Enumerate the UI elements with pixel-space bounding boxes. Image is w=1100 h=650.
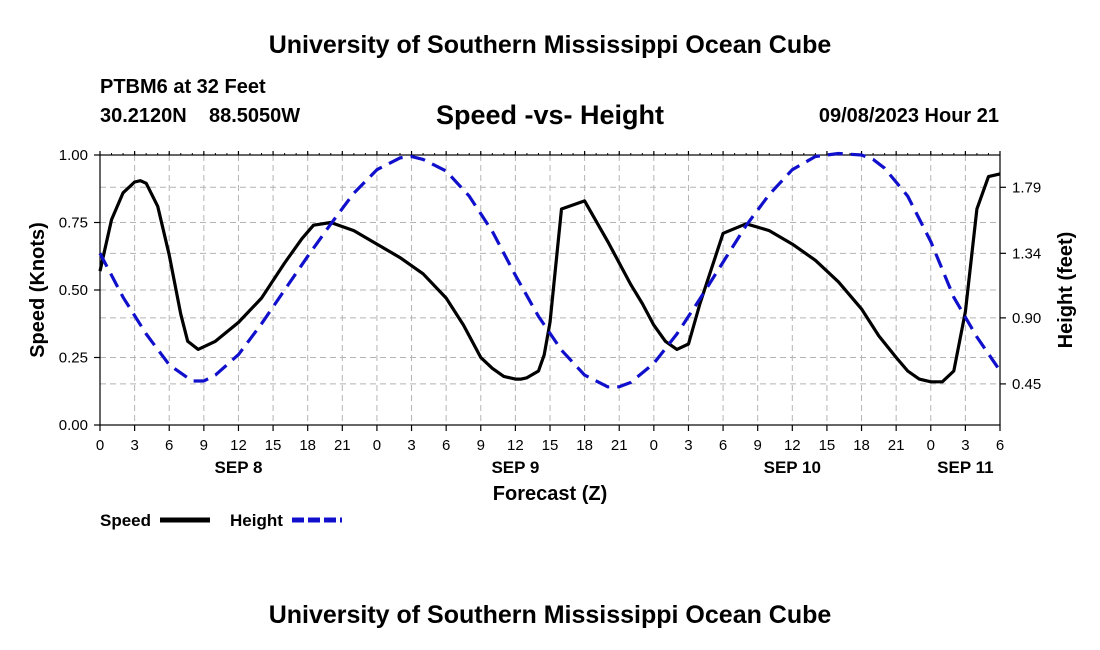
x-tick-label: 0 [927,437,935,454]
x-tick-label: 6 [719,437,727,454]
x-tick-label: 15 [542,437,559,454]
chart-legend: Speed Height [100,511,342,530]
x-tick-label: 0 [373,437,381,454]
x-tick-label: 0 [96,437,104,454]
y2-tick-label: 1.79 [1012,179,1041,196]
x-tick-label: 3 [407,437,415,454]
x-tick-label: 12 [507,437,524,454]
speed-height-chart: 0 3 6 9 12 15 18 21 0 3 6 9 12 15 18 21 0 3 6 9 12 15 18 21 0 3 6 0… [27,147,1077,530]
x-tick-label: 3 [961,437,969,454]
x-tick-label: 6 [442,437,450,454]
x-tick-label: 15 [265,437,282,454]
x-tick-label: 3 [684,437,692,454]
legend-label-height: Height [230,511,283,530]
x-tick-label: 3 [130,437,138,454]
y-axis-label: Speed (Knots) [27,222,49,358]
page-title: University of Southern Mississippi Ocean… [268,31,832,59]
x-tick-label: 21 [334,437,351,454]
x-tick-label: 12 [230,437,247,454]
station-longitude: 88.5050W [209,105,301,127]
x-tick-label: 6 [165,437,173,454]
x-tick-label: 15 [819,437,836,454]
station-latitude: 30.2120N [100,105,187,127]
forecast-timestamp: 09/08/2023 Hour 21 [818,105,999,127]
height-line [98,151,1002,389]
chart-grid [100,155,1000,425]
page-footer-title: University of Southern Mississippi Ocean… [268,601,832,629]
date-label: SEP 11 [937,458,993,477]
y2-axis-label: Height (feet) [1055,232,1077,349]
y-tick-label: 0.25 [59,350,88,367]
legend-label-speed: Speed [100,511,151,530]
x-tick-label: 21 [611,437,628,454]
x-tick-label: 9 [477,437,485,454]
x-axis-label: Forecast (Z) [493,483,607,505]
y-tick-label: 0.00 [59,417,88,434]
chart-series [98,151,1002,389]
x-tick-label: 12 [784,437,801,454]
y-tick-label: 1.00 [59,147,88,164]
x-tick-label: 0 [650,437,658,454]
x-tick-label: 6 [996,437,1004,454]
x-tick-label: 9 [754,437,762,454]
x-tick-label: 21 [888,437,905,454]
y2-tick-label: 0.90 [1012,310,1041,327]
chart-axes: 0 3 6 9 12 15 18 21 0 3 6 9 12 15 18 21 0 3 6 9 12 15 18 21 0 3 6 0… [59,147,1041,477]
x-tick-label: 18 [299,437,316,454]
x-tick-label: 18 [576,437,593,454]
y2-tick-label: 1.34 [1012,245,1041,262]
station-name: PTBM6 at 32 Feet [100,76,266,98]
date-label: SEP 9 [491,458,539,477]
y2-tick-label: 0.45 [1012,376,1041,393]
x-tick-label: 9 [200,437,208,454]
date-label: SEP 10 [764,458,821,477]
date-label: SEP 8 [215,458,263,477]
chart-subtitle: Speed -vs- Height [435,100,665,130]
y-tick-label: 0.50 [59,282,88,299]
speed-line [98,172,1001,384]
x-tick-label: 18 [853,437,870,454]
y-tick-label: 0.75 [59,215,88,232]
